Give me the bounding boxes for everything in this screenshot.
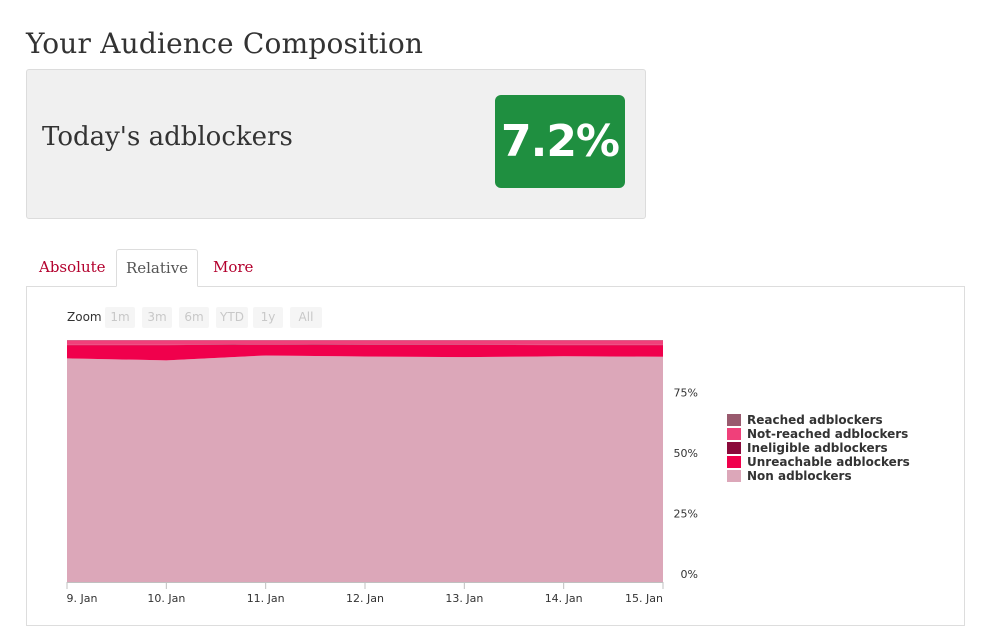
area-non-adblockers bbox=[67, 355, 663, 582]
legend-item-unreachable-adblockers[interactable]: Unreachable adblockers bbox=[727, 455, 910, 469]
legend-label: Reached adblockers bbox=[747, 413, 883, 427]
y-tick-label: 75% bbox=[674, 387, 698, 400]
legend-item-non-adblockers[interactable]: Non adblockers bbox=[727, 469, 910, 483]
x-tick-label: 13. Jan bbox=[445, 592, 483, 605]
tab-relative[interactable]: Relative bbox=[116, 249, 198, 287]
x-tick-label: 9. Jan bbox=[67, 592, 98, 605]
y-tick-label: 0% bbox=[681, 568, 698, 581]
legend-swatch bbox=[727, 456, 741, 468]
legend-label: Not-reached adblockers bbox=[747, 427, 908, 441]
x-tick-label: 10. Jan bbox=[147, 592, 185, 605]
legend-item-ineligible-adblockers[interactable]: Ineligible adblockers bbox=[727, 441, 910, 455]
legend-label: Non adblockers bbox=[747, 469, 852, 483]
legend-item-reached-adblockers[interactable]: Reached adblockers bbox=[727, 413, 910, 427]
legend-swatch bbox=[727, 428, 741, 440]
legend-item-not-reached-adblockers[interactable]: Not-reached adblockers bbox=[727, 427, 910, 441]
legend-swatch bbox=[727, 470, 741, 482]
area-not-reached-adblockers bbox=[67, 340, 663, 345]
legend-label: Unreachable adblockers bbox=[747, 455, 910, 469]
legend-label: Ineligible adblockers bbox=[747, 441, 888, 455]
x-tick-label: 15. Jan bbox=[625, 592, 663, 605]
y-tick-label: 25% bbox=[674, 508, 698, 521]
x-tick-label: 14. Jan bbox=[545, 592, 583, 605]
legend-swatch bbox=[727, 414, 741, 426]
legend-swatch bbox=[727, 442, 741, 454]
y-tick-label: 50% bbox=[674, 447, 698, 460]
x-tick-label: 12. Jan bbox=[346, 592, 384, 605]
x-tick-label: 11. Jan bbox=[247, 592, 285, 605]
